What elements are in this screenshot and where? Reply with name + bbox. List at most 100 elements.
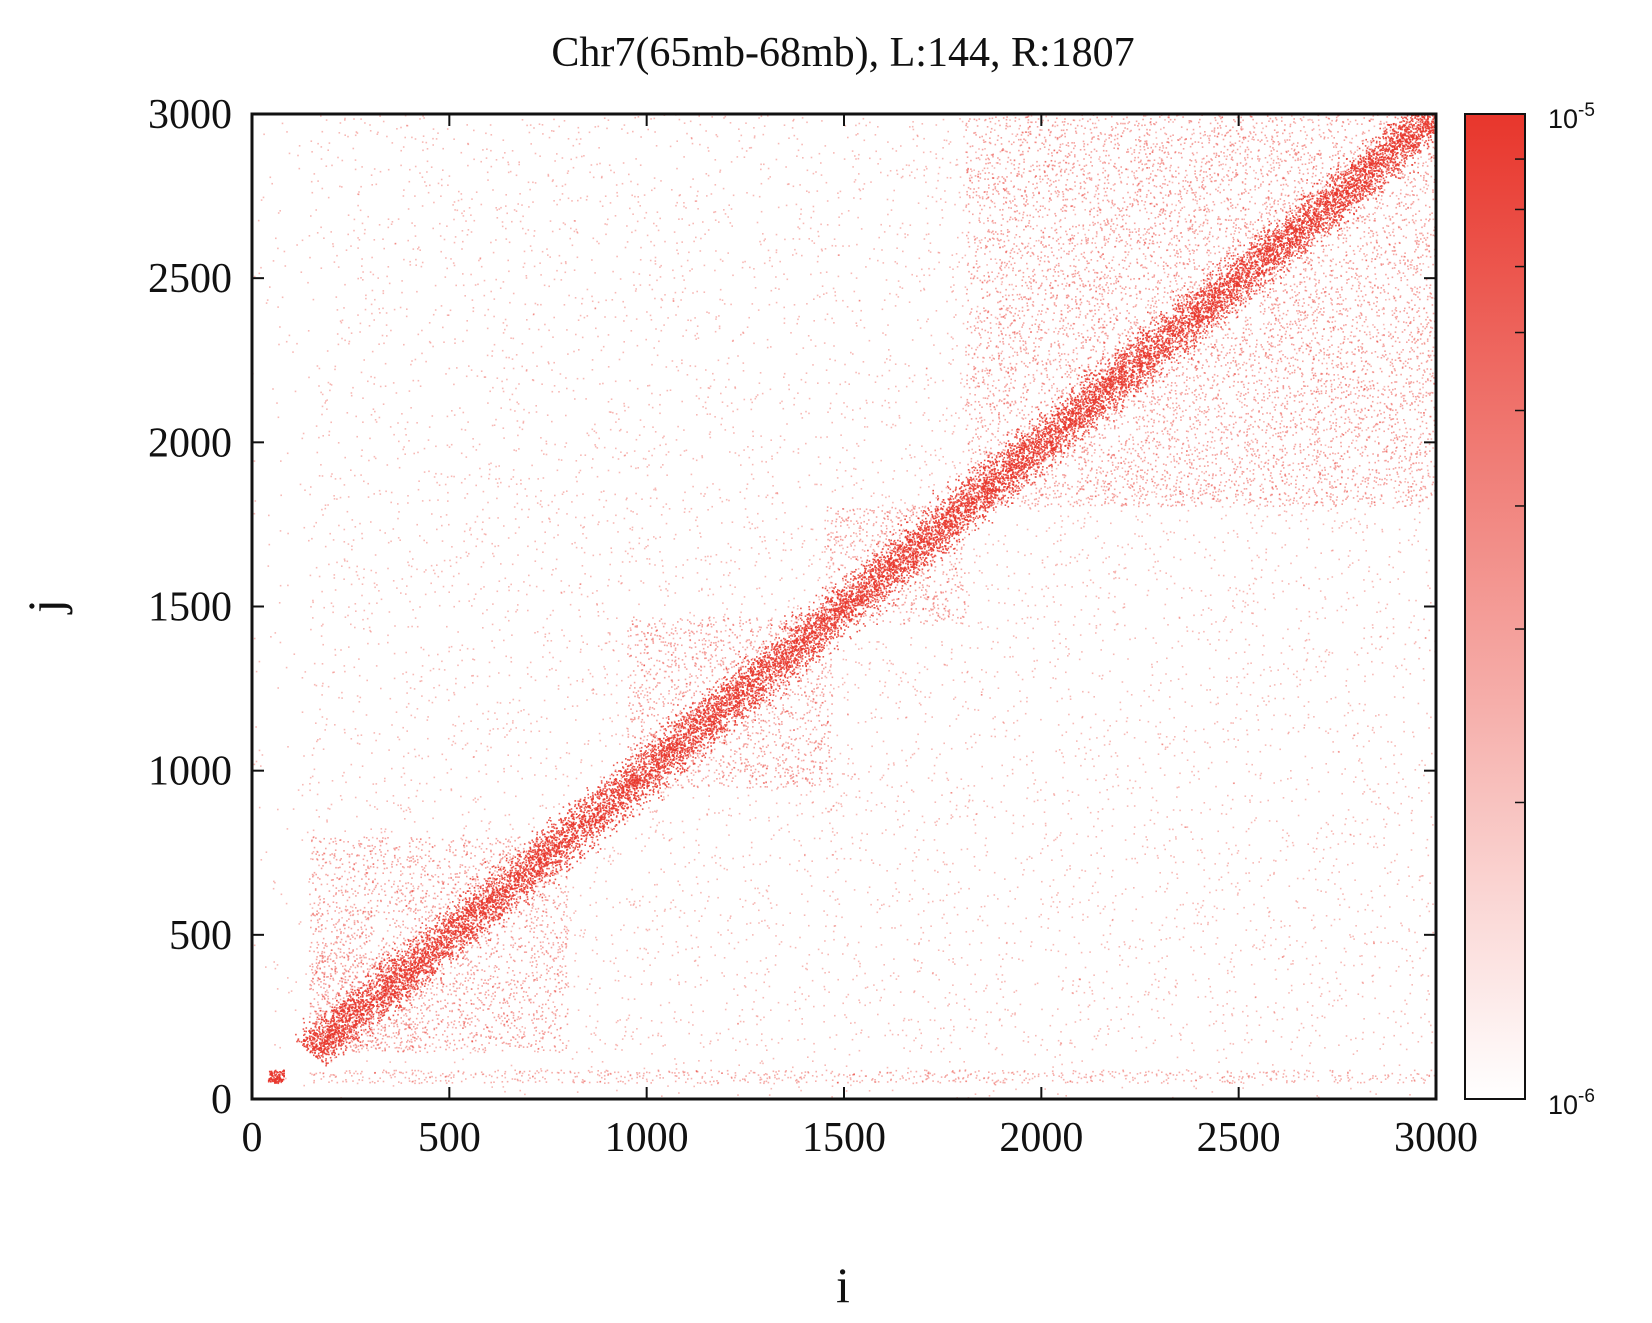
contact-point [559, 228, 561, 230]
contact-point [1287, 833, 1289, 835]
contact-point [317, 143, 319, 145]
contact-point [355, 728, 357, 730]
contact-point [751, 409, 753, 411]
contact-point [1367, 819, 1369, 821]
contact-point [515, 611, 517, 613]
contact-point [1311, 1014, 1313, 1016]
contact-point [1391, 862, 1393, 864]
contact-point [1175, 980, 1177, 982]
contact-point [1372, 910, 1374, 912]
contact-point [1197, 288, 1199, 290]
contact-point [388, 542, 390, 544]
contact-point [573, 887, 575, 889]
contact-point [1341, 606, 1343, 608]
contact-point [889, 359, 891, 361]
contact-point [1171, 872, 1173, 874]
contact-point [418, 480, 420, 482]
contact-point [483, 586, 485, 588]
contact-point [827, 914, 829, 916]
contact-point [743, 370, 745, 372]
contact-point [613, 963, 615, 965]
contact-point [1256, 579, 1258, 581]
contact-point [369, 603, 371, 605]
contact-point [536, 721, 538, 723]
contact-point [1201, 838, 1203, 840]
contact-point [1163, 999, 1165, 1001]
contact-point [528, 575, 530, 577]
contact-point [1195, 199, 1197, 201]
contact-point [1134, 858, 1136, 860]
contact-point [351, 545, 353, 547]
contact-point [494, 546, 496, 548]
contact-point [1282, 431, 1284, 433]
contact-point [1258, 729, 1260, 731]
contact-point [678, 984, 680, 986]
contact-point [1330, 728, 1332, 730]
contact-point [500, 287, 502, 289]
contact-point [543, 453, 545, 455]
contact-point [832, 1085, 834, 1087]
contact-point [1133, 172, 1135, 174]
contact-point [344, 119, 346, 121]
contact-point [612, 271, 614, 273]
contact-point [870, 546, 872, 548]
contact-point [927, 195, 929, 197]
contact-point [1428, 975, 1430, 977]
contact-point [616, 674, 618, 676]
contact-point [715, 318, 717, 320]
contact-point [1094, 505, 1096, 507]
contact-point [743, 866, 745, 868]
contact-point [435, 697, 437, 699]
contact-point [1264, 372, 1266, 374]
contact-point [529, 189, 531, 191]
contact-point [516, 494, 518, 496]
contact-point [1350, 335, 1352, 337]
contact-point [1164, 272, 1166, 274]
contact-point [403, 146, 405, 148]
contact-point [978, 148, 980, 150]
contact-point [1415, 641, 1417, 643]
contact-point [1001, 284, 1003, 286]
contact-point [1042, 560, 1044, 562]
contact-point [1220, 409, 1222, 411]
contact-point [449, 175, 451, 177]
contact-point [894, 927, 896, 929]
contact-point [1401, 1011, 1403, 1013]
contact-point [1109, 925, 1111, 927]
contact-point [367, 618, 369, 620]
contact-point [706, 980, 708, 982]
contact-point [789, 912, 791, 914]
contact-point [1423, 263, 1425, 265]
contact-point [735, 452, 737, 454]
contact-point [751, 842, 753, 844]
contact-point [1133, 175, 1135, 177]
contact-point [921, 445, 923, 447]
contact-point [280, 530, 282, 532]
contact-point [461, 660, 463, 662]
contact-point [1413, 615, 1415, 617]
contact-point [813, 555, 815, 557]
contact-point [897, 796, 899, 798]
contact-point [331, 473, 333, 475]
contact-point [456, 556, 458, 558]
contact-point [1248, 1042, 1250, 1044]
contact-point [659, 413, 661, 415]
contact-point [1034, 801, 1036, 803]
contact-point [1071, 818, 1073, 820]
contact-point [468, 812, 470, 814]
contact-point [1085, 870, 1087, 872]
contact-point [711, 1084, 713, 1086]
contact-point [1358, 281, 1360, 283]
contact-point [327, 992, 329, 994]
contact-point [1082, 582, 1084, 584]
contact-point [1207, 208, 1209, 210]
contact-point [770, 902, 772, 904]
contact-point [823, 1021, 825, 1023]
contact-point [497, 864, 499, 866]
contact-point [610, 961, 612, 963]
contact-point [940, 1028, 942, 1030]
contact-point [1390, 985, 1392, 987]
contact-point [1173, 717, 1175, 719]
contact-point [1372, 897, 1374, 899]
contact-point [1374, 410, 1376, 412]
